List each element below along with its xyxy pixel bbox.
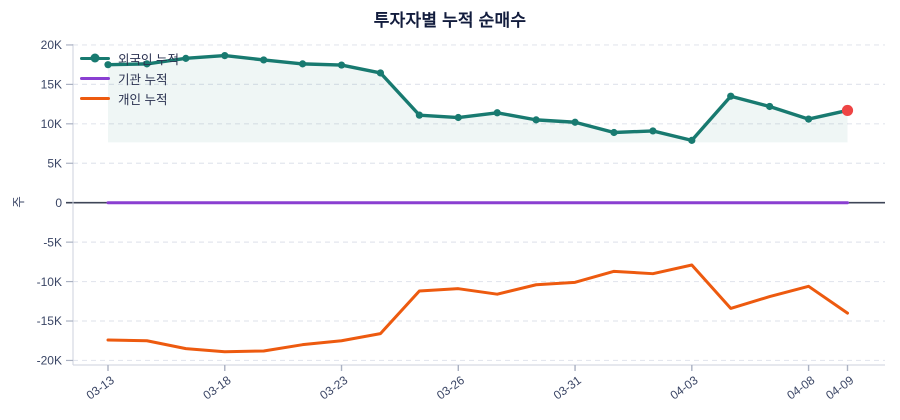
y-tick-labels: 20K 15K 10K 5K 0 -5K -10K -15K -20K bbox=[37, 38, 63, 368]
y-tick-label: -10K bbox=[37, 275, 62, 289]
legend-label-individual: 개인 누적 bbox=[118, 92, 168, 107]
y-tick-label: -5K bbox=[43, 235, 62, 249]
legend-item-institution[interactable]: 기관 누적 bbox=[80, 68, 179, 88]
series-marker[interactable] bbox=[299, 60, 307, 68]
axis-ticks bbox=[66, 44, 849, 371]
legend-swatch-institution-line bbox=[80, 76, 110, 80]
legend-swatch-individual-line bbox=[80, 96, 110, 100]
legend-swatch-foreign-line-dot bbox=[80, 53, 110, 63]
series-marker[interactable] bbox=[376, 69, 385, 77]
series-marker[interactable] bbox=[610, 128, 618, 137]
series-area-fill bbox=[108, 55, 848, 143]
series-marker[interactable] bbox=[493, 109, 501, 117]
x-tick-label: 03-31 bbox=[551, 373, 584, 403]
y-tick-label: 15K bbox=[41, 78, 62, 92]
series-marker[interactable] bbox=[766, 102, 774, 111]
series-marker[interactable] bbox=[337, 61, 346, 69]
x-tick-label: 03-26 bbox=[434, 373, 467, 403]
last-point-highlight[interactable] bbox=[841, 104, 854, 117]
series-marker[interactable] bbox=[454, 113, 462, 122]
series-marker[interactable] bbox=[688, 136, 696, 144]
x-tick-label: 03-13 bbox=[84, 373, 117, 403]
legend-item-foreign[interactable]: 외국인 누적 bbox=[80, 48, 179, 68]
y-tick-label: 0 bbox=[55, 196, 62, 210]
series-marker[interactable] bbox=[221, 51, 229, 60]
y-tick-label: 5K bbox=[47, 156, 62, 170]
y-axis-title: 주 bbox=[12, 196, 26, 208]
series-marker[interactable] bbox=[104, 61, 112, 69]
y-tick-label: -15K bbox=[37, 314, 62, 328]
legend-label-foreign: 외국인 누적 bbox=[118, 52, 179, 67]
y-tick-label: -20K bbox=[37, 354, 62, 368]
series-marker[interactable] bbox=[804, 115, 813, 123]
series-marker[interactable] bbox=[182, 54, 190, 62]
series-marker[interactable] bbox=[727, 92, 735, 100]
x-tick-label: 04-09 bbox=[823, 373, 856, 403]
series-marker[interactable] bbox=[260, 56, 268, 64]
x-tick-label: 04-03 bbox=[668, 373, 701, 403]
x-tick-labels: 03-13 03-18 03-23 03-26 03-31 04-03 04-08 04-09 bbox=[84, 373, 857, 403]
x-tick-label: 04-08 bbox=[784, 373, 817, 403]
series-marker[interactable] bbox=[143, 60, 151, 68]
data-series[interactable] bbox=[104, 51, 854, 354]
y-tick-label: 10K bbox=[41, 117, 62, 131]
chart-title: 투자자별 누적 순매수 bbox=[373, 11, 527, 30]
series-marker[interactable] bbox=[571, 118, 579, 126]
series-marker[interactable] bbox=[415, 111, 423, 119]
series-line-2[interactable] bbox=[106, 263, 849, 354]
series-marker[interactable] bbox=[532, 116, 540, 124]
series-marker[interactable] bbox=[649, 127, 657, 135]
legend: 외국인 누적 기관 누적 개인 누적 bbox=[80, 48, 179, 108]
legend-label-institution: 기관 누적 bbox=[118, 72, 168, 87]
x-tick-label: 03-18 bbox=[200, 373, 233, 403]
y-tick-label: 20K bbox=[41, 38, 62, 52]
series-line-0[interactable] bbox=[106, 53, 850, 143]
x-tick-label: 03-23 bbox=[317, 373, 350, 403]
legend-item-individual[interactable]: 개인 누적 bbox=[80, 88, 179, 108]
